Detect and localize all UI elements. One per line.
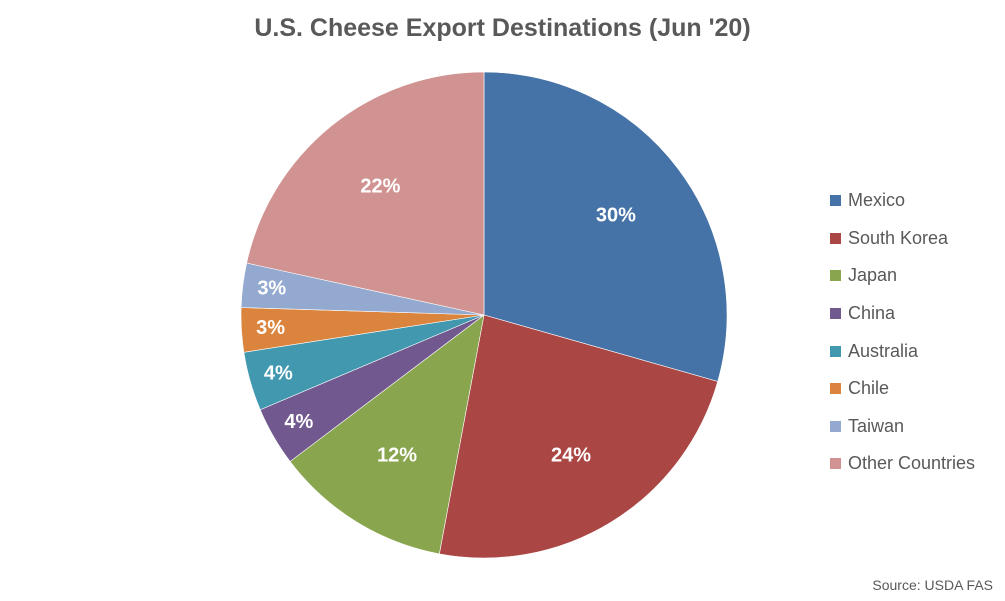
legend-item-south-korea: South Korea [830, 220, 1000, 258]
legend-swatch [830, 308, 841, 320]
legend-item-china: China [830, 295, 1000, 333]
legend-item-mexico: Mexico [830, 182, 1000, 220]
pie-slices [240, 71, 728, 559]
data-label-taiwan: 3% [257, 278, 286, 300]
legend-item-japan: Japan [830, 257, 1000, 295]
pie-data-labels: 30% 24% 12% 4% 4% 3% 3% 22% [256, 175, 636, 466]
pie-slice-south-korea [438, 314, 719, 559]
pie-slice-japan [289, 314, 485, 555]
data-label-mexico: 30% [596, 204, 636, 226]
source-note: Source: USDA FAS [872, 577, 993, 593]
legend-item-other-countries: Other Countries [830, 445, 1000, 483]
data-label-chile: 3% [256, 317, 285, 339]
chart-legend: Mexico South Korea Japan China Australia Chil… [830, 182, 1000, 483]
legend-label: Australia [848, 340, 919, 361]
legend-swatch [830, 383, 841, 395]
legend-swatch [830, 270, 841, 282]
legend-swatch [830, 195, 841, 207]
data-label-other-countries: 22% [360, 175, 400, 197]
legend-label: Other Countries [848, 453, 976, 474]
legend-swatch [830, 420, 841, 432]
legend-item-australia: Australia [830, 332, 1000, 370]
legend-swatch [830, 232, 841, 244]
data-label-china: 4% [284, 411, 313, 433]
data-label-japan: 12% [377, 444, 417, 466]
pie-slice-mexico [483, 71, 728, 382]
legend-label: China [848, 303, 896, 324]
legend-item-chile: Chile [830, 370, 1000, 408]
pie-slice-other-countries [246, 71, 485, 316]
legend-item-taiwan: Taiwan [830, 408, 1000, 446]
chart-title: U.S. Cheese Export Destinations (Jun '20… [254, 14, 751, 42]
legend-label: Chile [848, 378, 890, 399]
data-label-australia: 4% [264, 363, 293, 385]
legend-label: Japan [848, 265, 898, 286]
legend-swatch [830, 458, 841, 470]
legend-label: Mexico [848, 190, 906, 211]
legend-label: South Korea [848, 227, 949, 248]
legend-swatch [830, 345, 841, 357]
legend-label: Taiwan [848, 415, 905, 436]
data-label-south-korea: 24% [551, 444, 591, 466]
